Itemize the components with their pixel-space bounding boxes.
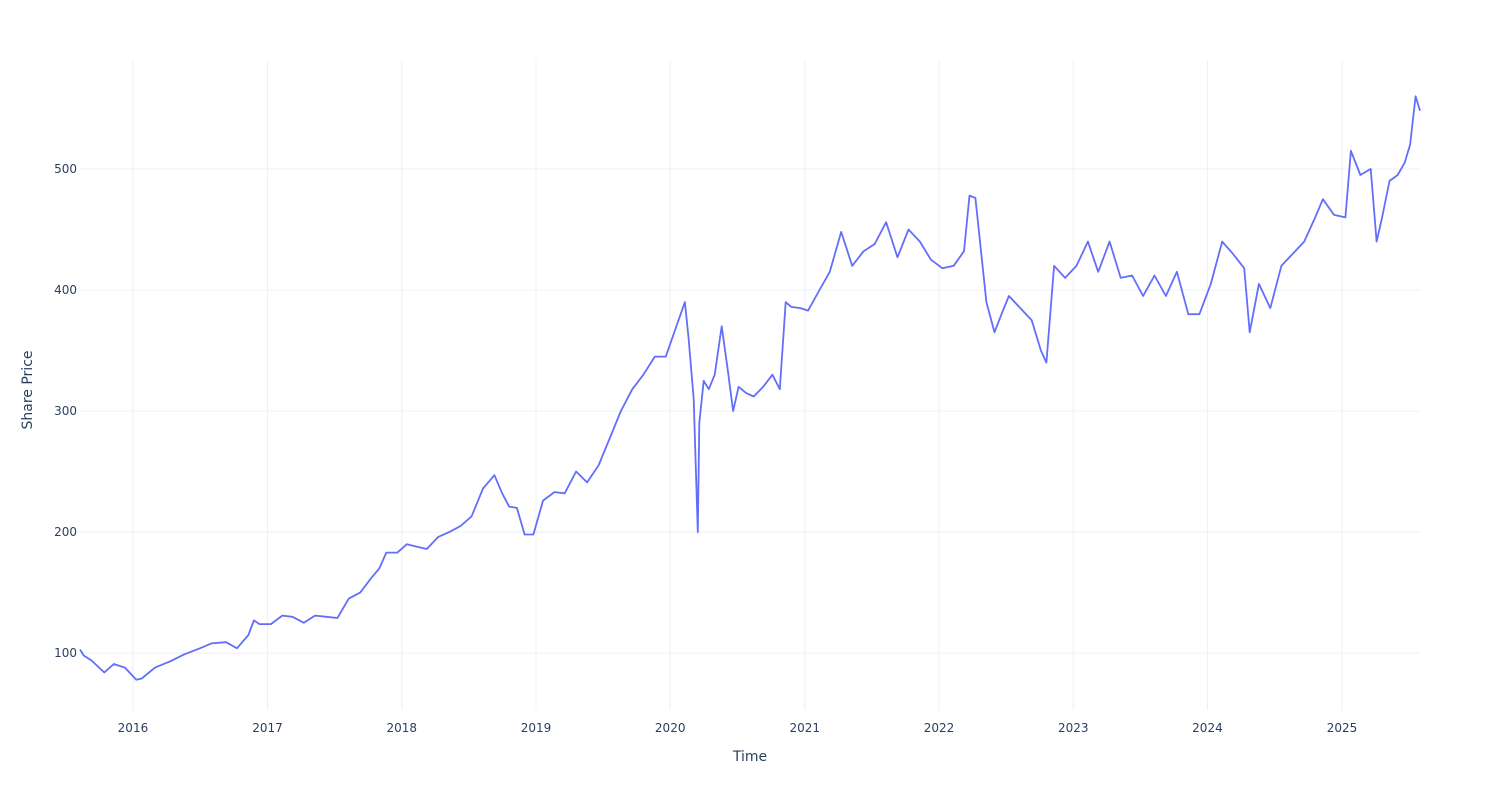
y-gridlines	[80, 168, 1420, 654]
y-tick-label: 500	[54, 162, 77, 176]
x-tick-label: 2023	[1058, 721, 1089, 735]
y-tick-label: 300	[54, 404, 77, 418]
y-tick-label: 200	[54, 525, 77, 539]
x-gridlines	[132, 60, 1343, 710]
y-tick-labels: 100 200 300 400 500	[54, 162, 77, 660]
x-tick-label: 2017	[252, 721, 283, 735]
y-axis-title: Share Price	[20, 350, 36, 429]
x-tick-label: 2025	[1327, 721, 1358, 735]
share-price-line	[79, 95, 1421, 681]
y-tick-label: 100	[54, 646, 77, 660]
y-tick-label: 400	[54, 283, 77, 297]
x-tick-label: 2022	[924, 721, 955, 735]
x-tick-label: 2018	[386, 721, 417, 735]
x-tick-labels: 2016 2017 2018 2019 2020 2021 2022 2023 2024 2025	[118, 721, 1358, 735]
x-tick-label: 2024	[1192, 721, 1223, 735]
x-axis-title: Time	[732, 749, 767, 765]
x-tick-label: 2020	[655, 721, 686, 735]
plot-background	[80, 60, 1420, 710]
x-tick-label: 2021	[790, 721, 821, 735]
x-tick-label: 2019	[521, 721, 552, 735]
x-tick-label: 2016	[118, 721, 149, 735]
